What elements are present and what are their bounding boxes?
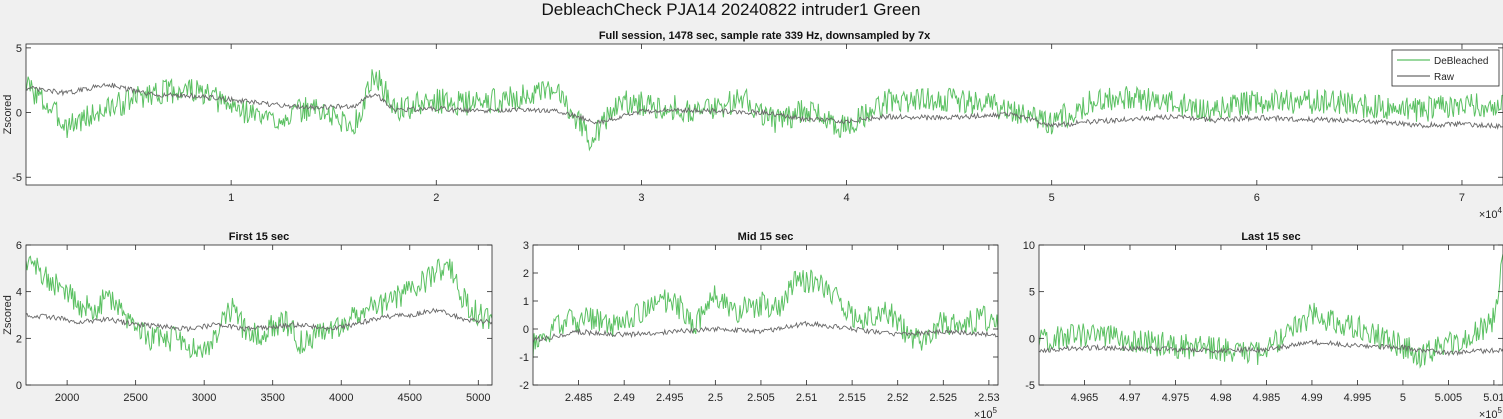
last-15-sec-axis-box bbox=[1038, 244, 1503, 386]
mid-15-sec-xtick-label: 2.495 bbox=[656, 392, 684, 404]
last-15-sec-ytick-label: -5 bbox=[1025, 380, 1035, 392]
mid-15-sec-series-debleached bbox=[533, 269, 998, 359]
last-15-sec-xtick-label: 4.995 bbox=[1344, 392, 1372, 404]
mid-15-sec-series-raw bbox=[533, 320, 998, 343]
full-session-xtick-label: 5 bbox=[1049, 192, 1055, 204]
mid-15-sec-xtick-label: 2.53 bbox=[978, 392, 999, 404]
full-session-xtick-label: 4 bbox=[843, 192, 849, 204]
axes-last-15-sec: 4.965 4.97 4.975 4.98 4.985 4.99 4.995 5 5.005 5.… bbox=[1023, 231, 1503, 419]
mid-15-sec-ytick-label: 2 bbox=[523, 268, 529, 280]
mid-15-sec-xtick-label: 2.485 bbox=[565, 392, 593, 404]
last-15-sec-xtick-label: 4.98 bbox=[1210, 392, 1231, 404]
full-session-series-raw bbox=[26, 82, 1503, 130]
full-session-axis-box bbox=[25, 43, 1503, 186]
first-15-sec-ytick-label: 2 bbox=[16, 333, 22, 345]
full-session-ytick-label: -5 bbox=[12, 172, 22, 184]
mid-15-sec-ytick-label: 0 bbox=[523, 324, 529, 336]
last-15-sec-x-exponent: ×105 bbox=[1479, 406, 1503, 419]
full-session-ytick-label: 5 bbox=[16, 43, 22, 55]
first-15-sec-title: First 15 sec bbox=[229, 231, 290, 243]
mid-15-sec-title: Mid 15 sec bbox=[738, 231, 794, 243]
full-session-title: Full session, 1478 sec, sample rate 339 … bbox=[599, 30, 931, 42]
full-session-legend: DeBleached Raw bbox=[1391, 49, 1500, 87]
legend-label-raw: Raw bbox=[1434, 72, 1455, 83]
last-15-sec-xtick-label: 4.97 bbox=[1119, 392, 1140, 404]
first-15-sec-ytick-label: 6 bbox=[16, 240, 22, 252]
full-session-ylabel: Zscored bbox=[2, 95, 14, 135]
full-session-x-exponent: ×104 bbox=[1479, 206, 1503, 221]
mid-15-sec-xtick-label: 2.505 bbox=[747, 392, 775, 404]
full-session-xtick-label: 2 bbox=[433, 192, 439, 204]
mid-15-sec-xtick-label: 2.525 bbox=[930, 392, 958, 404]
last-15-sec-xtick-label: 5.01 bbox=[1483, 392, 1503, 404]
mid-15-sec-xtick-label: 2.52 bbox=[887, 392, 908, 404]
mid-15-sec-x-exponent: ×105 bbox=[974, 406, 998, 419]
first-15-sec-xtick-label: 4000 bbox=[329, 392, 353, 404]
mid-15-sec-axis-box bbox=[532, 244, 999, 386]
figure-suptitle: DebleachCheck PJA14 20240822 intruder1 G… bbox=[542, 0, 921, 19]
last-15-sec-ytick-label: 5 bbox=[1029, 287, 1035, 299]
full-session-series-debleached bbox=[26, 69, 1503, 152]
last-15-sec-xtick-label: 5.005 bbox=[1435, 392, 1463, 404]
axes-mid-15-sec: 2.485 2.49 2.495 2.5 2.505 2.51 2.515 2.52 2.525… bbox=[519, 231, 999, 419]
mid-15-sec-plot-area bbox=[533, 245, 998, 385]
legend-label-debleached: DeBleached bbox=[1434, 56, 1488, 67]
last-15-sec-traces bbox=[1039, 253, 1503, 369]
mid-15-sec-ytick-label: 1 bbox=[523, 296, 529, 308]
first-15-sec-xtick-label: 3500 bbox=[260, 392, 284, 404]
last-15-sec-xtick-label: 4.975 bbox=[1162, 392, 1190, 404]
mid-15-sec-ytick-label: -2 bbox=[519, 380, 529, 392]
first-15-sec-xtick-label: 3000 bbox=[192, 392, 216, 404]
first-15-sec-ylabel: Zscored bbox=[2, 295, 14, 335]
first-15-sec-series-debleached bbox=[26, 255, 492, 359]
first-15-sec-traces bbox=[26, 255, 492, 359]
mid-15-sec-xtick-label: 2.515 bbox=[838, 392, 866, 404]
axes-first-15-sec: 2000 2500 3000 3500 4000 4500 5000 0 2 4 6 First 15… bbox=[2, 231, 493, 404]
first-15-sec-xtick-label: 5000 bbox=[466, 392, 490, 404]
first-15-sec-axis-box bbox=[25, 244, 493, 386]
mid-15-sec-ytick-label: -1 bbox=[519, 352, 529, 364]
last-15-sec-xtick-label: 4.965 bbox=[1071, 392, 1099, 404]
last-15-sec-plot-area bbox=[1039, 245, 1503, 385]
full-session-ytick-label: 0 bbox=[16, 108, 22, 120]
axes-full-session: 1 2 3 4 5 6 7 -5 0 5 Full session, 1478 sec, sampl… bbox=[2, 30, 1503, 221]
mid-15-sec-xtick-label: 2.51 bbox=[796, 392, 817, 404]
first-15-sec-ytick-label: 0 bbox=[16, 380, 22, 392]
first-15-sec-xtick-label: 2000 bbox=[55, 392, 79, 404]
first-15-sec-ytick-label: 4 bbox=[16, 287, 22, 299]
first-15-sec-xtick-label: 4500 bbox=[398, 392, 422, 404]
full-session-xtick-label: 1 bbox=[228, 192, 234, 204]
last-15-sec-xtick-label: 4.985 bbox=[1253, 392, 1281, 404]
full-session-xtick-label: 3 bbox=[638, 192, 644, 204]
first-15-sec-series-raw bbox=[26, 307, 492, 333]
mid-15-sec-traces bbox=[533, 269, 998, 359]
last-15-sec-xtick-label: 4.99 bbox=[1301, 392, 1322, 404]
full-session-traces bbox=[26, 69, 1503, 152]
last-15-sec-title: Last 15 sec bbox=[1241, 231, 1300, 243]
mid-15-sec-xtick-label: 2.5 bbox=[708, 392, 723, 404]
last-15-sec-series-raw bbox=[1039, 338, 1503, 357]
full-session-xtick-label: 7 bbox=[1459, 192, 1465, 204]
mid-15-sec-xtick-label: 2.49 bbox=[613, 392, 634, 404]
last-15-sec-ytick-label: 0 bbox=[1029, 333, 1035, 345]
last-15-sec-ytick-label: 10 bbox=[1023, 240, 1035, 252]
last-15-sec-xtick-label: 5 bbox=[1400, 392, 1406, 404]
legend-box bbox=[1391, 49, 1500, 87]
mid-15-sec-ytick-label: 3 bbox=[523, 240, 529, 252]
first-15-sec-plot-area bbox=[26, 245, 492, 385]
first-15-sec-xtick-label: 2500 bbox=[123, 392, 147, 404]
full-session-xtick-label: 6 bbox=[1254, 192, 1260, 204]
